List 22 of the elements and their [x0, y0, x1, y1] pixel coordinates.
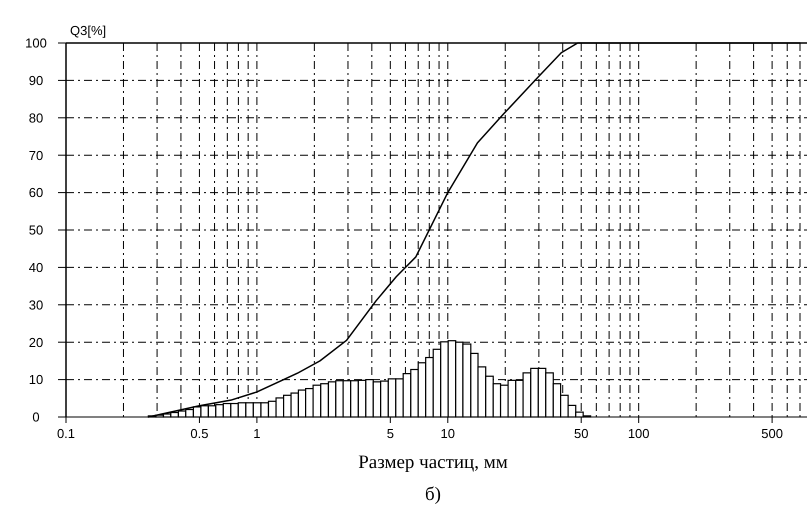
x-tick-label: 0.1 [56, 426, 76, 441]
y-tick-label: 50 [28, 222, 44, 238]
y-tick-label: 90 [28, 72, 44, 88]
y-tick-label: 30 [28, 297, 44, 312]
y-tick-label: 70 [28, 148, 44, 163]
y-tick-label: 10 [28, 372, 44, 388]
x-tick-label: 1 [253, 426, 261, 441]
text: б) [425, 484, 441, 505]
y-axis-title: Q3[%] [70, 23, 106, 38]
x-tick-label: 50 [574, 426, 588, 441]
y-tick-label: 20 [28, 334, 44, 350]
y-tick-label: 40 [28, 260, 44, 275]
x-tick-label: 500 [761, 426, 783, 441]
x-tick-label: 100 [628, 426, 650, 441]
x-axis-title: Размер частиц, мм [358, 452, 508, 473]
y-tick-label: 60 [28, 185, 44, 200]
x-tick-label: 10 [440, 426, 456, 441]
y-tick-label: 0 [32, 410, 40, 425]
y-tick-label: 100 [25, 36, 47, 51]
x-tick-label: 5 [386, 426, 394, 441]
x-tick-label: 0.5 [190, 426, 208, 441]
y-tick-label: 80 [28, 110, 44, 126]
